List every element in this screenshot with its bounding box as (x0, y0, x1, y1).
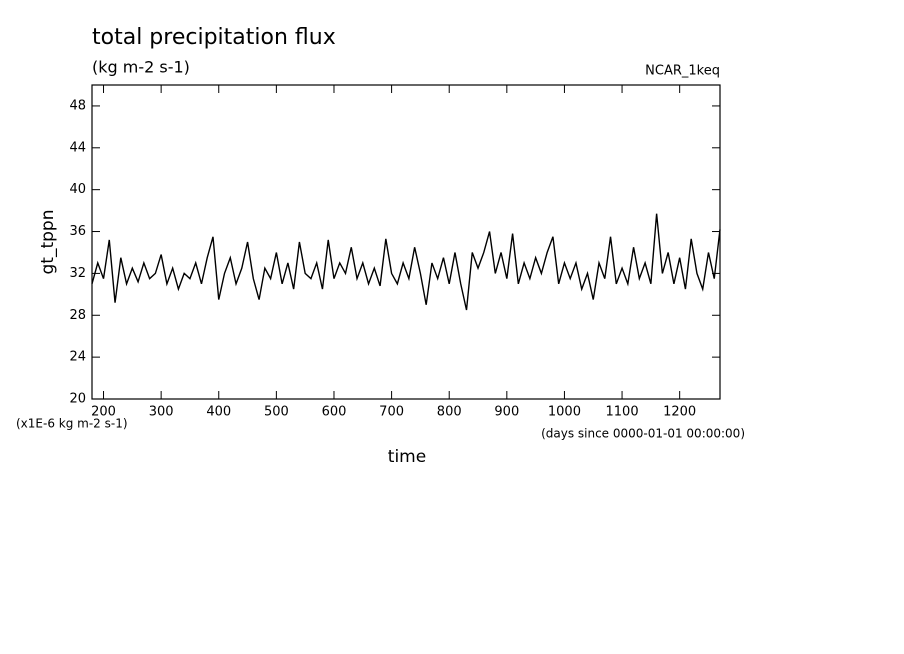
y-tick-label: 32 (69, 266, 86, 281)
data-line (91, 213, 721, 311)
x-tick-label: 800 (437, 405, 462, 420)
x-tick-label: 900 (494, 405, 519, 420)
x-tick-label: 300 (149, 405, 174, 420)
chart-title: total precipitation flux (92, 25, 336, 50)
y-tick-label: 48 (69, 98, 86, 113)
y-tick-label: 20 (69, 392, 86, 407)
chart-subtitle: (kg m-2 s-1) (92, 58, 190, 77)
x-unit-note: (days since 0000-01-01 00:00:00) (541, 427, 745, 441)
y-tick-label: 28 (69, 308, 86, 323)
x-tick-label: 1000 (548, 405, 581, 420)
x-tick-label: 600 (322, 405, 347, 420)
x-tick-label: 400 (206, 405, 231, 420)
x-tick-label: 200 (91, 405, 116, 420)
y-tick-label: 40 (69, 182, 86, 197)
y-axis-label: gt_tppn (38, 210, 58, 275)
x-axis-label: time (388, 447, 426, 467)
y-tick-label: 44 (69, 140, 86, 155)
source-label: NCAR_1keq (645, 64, 720, 79)
x-tick-label: 500 (264, 405, 289, 420)
y-tick-label: 36 (69, 224, 86, 239)
x-tick-label: 1200 (663, 405, 696, 420)
x-tick-label: 1100 (606, 405, 639, 420)
y-unit-note: (x1E-6 kg m-2 s-1) (16, 417, 128, 431)
y-tick-label: 24 (69, 350, 86, 365)
x-tick-label: 700 (379, 405, 404, 420)
plot-frame (91, 84, 721, 400)
